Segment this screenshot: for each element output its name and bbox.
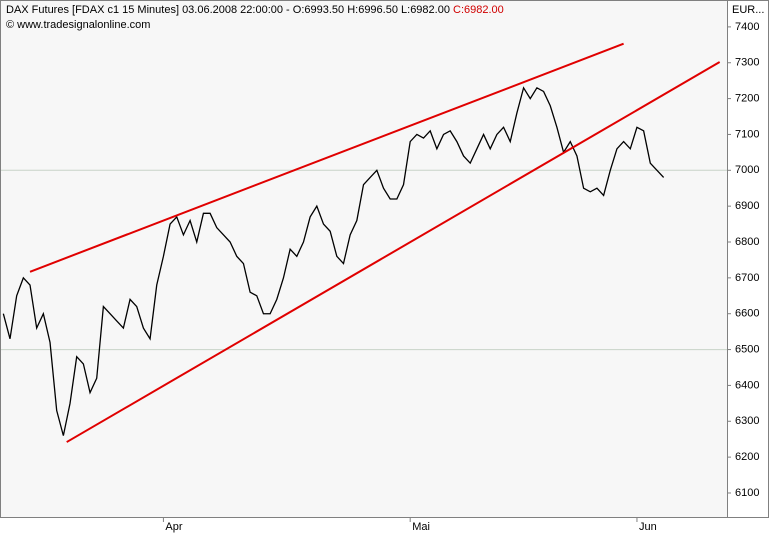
x-tick-label: Mai [412,521,430,533]
y-tick-label: 7200 [735,93,759,105]
y-tick-label: 6100 [735,487,759,499]
y-tick-label: 6500 [735,343,759,355]
y-tick-label: 6900 [735,200,759,212]
y-tick-label: 7100 [735,128,759,140]
y-tick-label: 6400 [735,379,759,391]
y-tick-label: 6200 [735,451,759,463]
x-tick-label: Jun [639,521,657,533]
y-axis-label: EUR... [732,4,764,16]
price-line [2,86,665,436]
trendline [29,42,624,273]
y-tick-label: 6300 [735,415,759,427]
y-tick-label: 6700 [735,272,759,284]
header: DAX Futures [FDAX c1 15 Minutes] 03.06.2… [6,4,504,16]
y-axis-area [727,0,769,518]
y-tick-label: 7300 [735,57,759,69]
y-tick-label: 7000 [735,164,759,176]
chart-title: DAX Futures [FDAX c1 15 Minutes] 03.06.2… [6,4,450,16]
y-tick-label: 6600 [735,308,759,320]
y-tick-label: 7400 [735,21,759,33]
plot [1,42,727,443]
x-tick-label: Apr [165,521,182,533]
y-tick-label: 6800 [735,236,759,248]
subtitle: © www.tradesignalonline.com [6,19,150,31]
labels: 6100 6200 6300 6400 6500 6600 6700 6800 6900 7000… [162,21,759,533]
close-price: C:6982.00 [453,4,504,16]
plot-area [0,0,728,518]
trendline [66,61,721,443]
